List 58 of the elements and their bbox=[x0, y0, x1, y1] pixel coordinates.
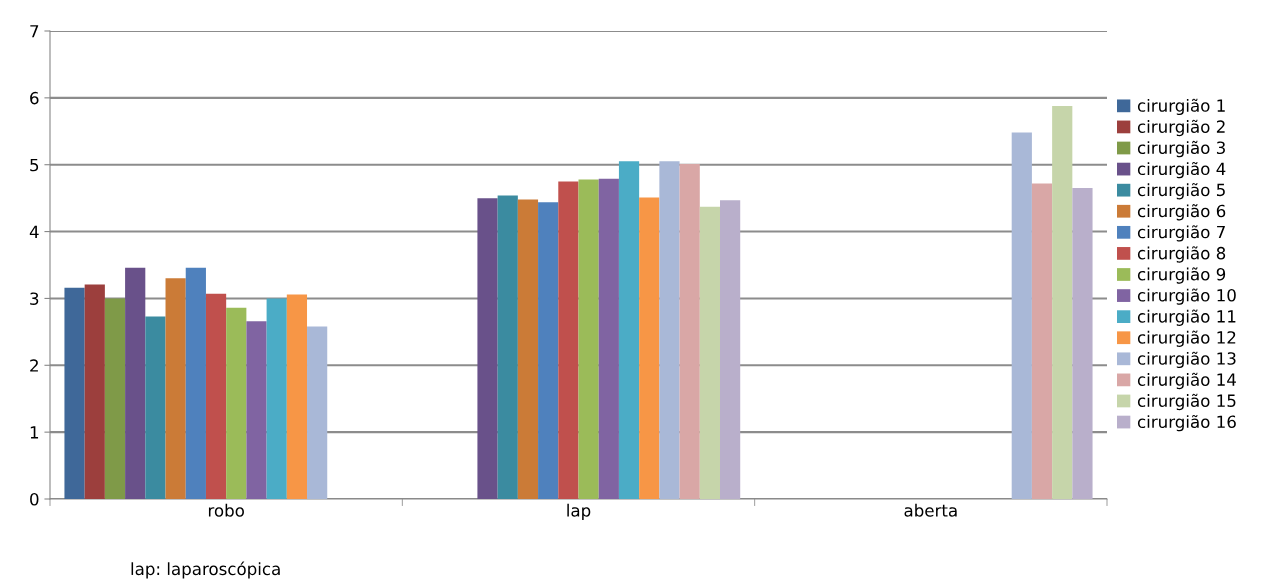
bar bbox=[598, 178, 619, 499]
bar bbox=[226, 307, 247, 499]
bar bbox=[477, 198, 498, 499]
x-tick-label: robo bbox=[208, 503, 244, 517]
y-tick-label: 7 bbox=[30, 25, 39, 38]
y-tick-label: 2 bbox=[30, 359, 38, 372]
y-tick-label: 6 bbox=[30, 91, 39, 105]
bar bbox=[104, 298, 126, 499]
legend-label: cirurgião 11 bbox=[1137, 309, 1236, 326]
legend-label: cirurgião 8 bbox=[1137, 246, 1226, 263]
bar bbox=[517, 199, 539, 499]
legend-label: cirurgião 13 bbox=[1137, 351, 1236, 369]
bar bbox=[699, 206, 721, 499]
bar bbox=[84, 284, 105, 499]
legend-label: cirurgião 1 bbox=[1137, 98, 1225, 116]
bar bbox=[558, 181, 579, 499]
legend-label: cirurgião 5 bbox=[1137, 183, 1225, 200]
legend-label: cirurgião 4 bbox=[1137, 161, 1226, 179]
bar bbox=[618, 161, 640, 499]
bar bbox=[145, 316, 166, 499]
y-tick-label: 0 bbox=[30, 492, 39, 506]
bar bbox=[266, 298, 287, 499]
bar bbox=[578, 179, 599, 499]
y-tick-label: 5 bbox=[30, 158, 39, 172]
bar bbox=[205, 293, 227, 499]
bar bbox=[1031, 183, 1053, 499]
bar bbox=[307, 326, 328, 499]
y-tick-label: 3 bbox=[30, 292, 39, 305]
legend-label: cirurgião 10 bbox=[1137, 288, 1236, 305]
bar bbox=[679, 164, 700, 499]
bar bbox=[165, 278, 186, 499]
legend-label: cirurgião 9 bbox=[1137, 267, 1226, 284]
y-tick-label: 1 bbox=[30, 426, 39, 439]
bar bbox=[185, 267, 206, 499]
legend-label: cirurgião 3 bbox=[1137, 140, 1225, 158]
bar bbox=[659, 161, 680, 499]
bar bbox=[64, 287, 85, 499]
bar bbox=[1052, 105, 1073, 499]
legend-label: cirurgião 6 bbox=[1137, 204, 1226, 221]
legend-label: cirurgião 12 bbox=[1137, 330, 1236, 347]
bar bbox=[538, 202, 559, 499]
x-tick-label: aberta bbox=[904, 503, 957, 517]
legend-label: cirurgião 16 bbox=[1137, 414, 1236, 432]
bar bbox=[1011, 132, 1032, 499]
legend-label: cirurgião 15 bbox=[1137, 393, 1236, 411]
bar bbox=[246, 321, 267, 499]
bar bbox=[286, 294, 308, 499]
bar bbox=[1072, 188, 1093, 499]
y-tick-label: 4 bbox=[29, 225, 39, 238]
bar bbox=[497, 195, 518, 499]
legend-label: cirurgião 7 bbox=[1137, 225, 1225, 242]
bar bbox=[720, 200, 741, 499]
x-tick-label: lap bbox=[567, 503, 591, 520]
bar bbox=[639, 197, 660, 499]
text: lap: laparoscópica bbox=[131, 561, 280, 579]
bar bbox=[125, 267, 146, 499]
legend-label: cirurgião 14 bbox=[1137, 372, 1236, 390]
legend-label: cirurgião 2 bbox=[1137, 119, 1225, 137]
